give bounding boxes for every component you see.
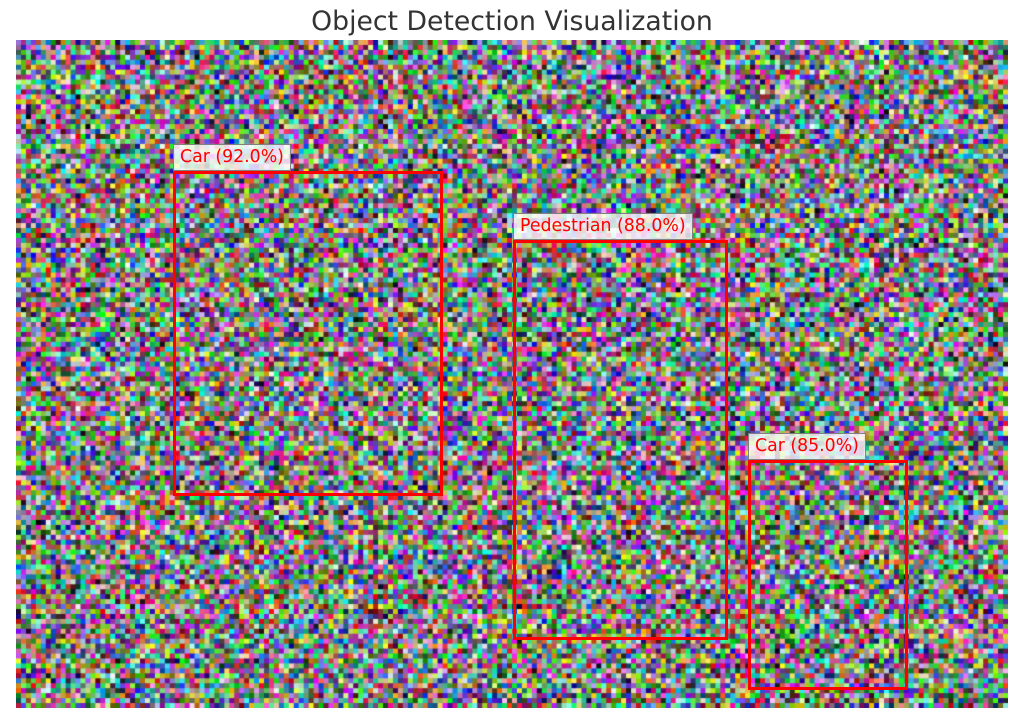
detection-label-car-2: Car (85.0%) bbox=[748, 433, 866, 460]
detection-label-pedestrian-1: Pedestrian (88.0%) bbox=[513, 213, 693, 240]
figure: Object Detection Visualization Car (92.0… bbox=[0, 0, 1024, 724]
chart-title: Object Detection Visualization bbox=[0, 6, 1024, 37]
detection-box-car-2 bbox=[748, 460, 908, 690]
plot-area: Car (92.0%) Pedestrian (88.0%) Car (85.0… bbox=[16, 40, 1008, 708]
detection-box-pedestrian-1 bbox=[513, 240, 728, 640]
detection-box-car-1 bbox=[173, 171, 443, 496]
detection-label-car-1: Car (92.0%) bbox=[173, 144, 291, 171]
